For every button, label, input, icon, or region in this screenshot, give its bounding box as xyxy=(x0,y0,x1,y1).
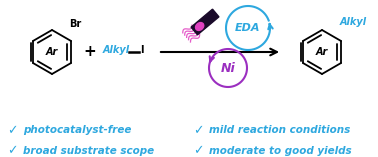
Text: +: + xyxy=(84,44,96,60)
Text: ✓: ✓ xyxy=(8,124,18,137)
Text: ✓: ✓ xyxy=(193,144,203,157)
Text: ✓: ✓ xyxy=(8,144,18,157)
Text: moderate to good yields: moderate to good yields xyxy=(209,146,351,156)
Text: EDA: EDA xyxy=(235,23,261,33)
Text: Br: Br xyxy=(69,19,81,29)
Text: Alkyl: Alkyl xyxy=(339,17,366,27)
Text: I: I xyxy=(140,45,144,55)
Text: broad substrate scope: broad substrate scope xyxy=(23,146,155,156)
Text: Alkyl: Alkyl xyxy=(103,45,130,55)
Polygon shape xyxy=(191,9,219,35)
Ellipse shape xyxy=(195,23,204,30)
Text: Ni: Ni xyxy=(221,62,235,75)
Text: Ar: Ar xyxy=(316,47,328,57)
Text: Ar: Ar xyxy=(46,47,58,57)
Text: photocatalyst-free: photocatalyst-free xyxy=(23,125,132,135)
Text: mild reaction conditions: mild reaction conditions xyxy=(209,125,350,135)
Text: ✓: ✓ xyxy=(193,124,203,137)
